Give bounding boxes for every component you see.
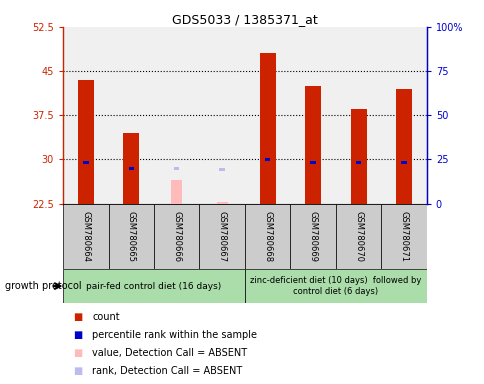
Bar	[63, 269, 244, 303]
Bar	[350, 109, 366, 204]
Bar	[335, 204, 380, 269]
Bar	[77, 80, 93, 204]
Text: ■: ■	[73, 312, 82, 322]
Text: GSM780664: GSM780664	[81, 211, 90, 262]
Bar	[355, 161, 361, 164]
Bar	[310, 161, 315, 164]
Bar	[174, 167, 179, 170]
Text: ■: ■	[73, 330, 82, 340]
Bar	[259, 53, 275, 204]
Text: ■: ■	[73, 348, 82, 358]
Bar	[123, 133, 139, 204]
Text: GSM780671: GSM780671	[399, 211, 408, 262]
Bar	[171, 180, 182, 204]
Bar	[395, 89, 411, 204]
Bar	[244, 204, 290, 269]
Bar	[63, 204, 108, 269]
Bar	[304, 86, 320, 204]
Bar	[264, 158, 270, 161]
Text: zinc-deficient diet (10 days)  followed by
control diet (6 days): zinc-deficient diet (10 days) followed b…	[250, 276, 421, 296]
Bar	[290, 204, 335, 269]
Bar	[199, 204, 244, 269]
Text: value, Detection Call = ABSENT: value, Detection Call = ABSENT	[92, 348, 247, 358]
Text: GSM780665: GSM780665	[126, 211, 136, 262]
Text: growth protocol: growth protocol	[5, 281, 81, 291]
Title: GDS5033 / 1385371_at: GDS5033 / 1385371_at	[172, 13, 317, 26]
Bar	[153, 204, 199, 269]
Text: percentile rank within the sample: percentile rank within the sample	[92, 330, 257, 340]
Text: GSM780669: GSM780669	[308, 211, 317, 262]
Text: rank, Detection Call = ABSENT: rank, Detection Call = ABSENT	[92, 366, 242, 376]
Text: GSM780670: GSM780670	[353, 211, 363, 262]
Bar	[400, 161, 406, 164]
Text: GSM780667: GSM780667	[217, 210, 226, 262]
Text: GSM780668: GSM780668	[263, 210, 272, 262]
Bar	[244, 269, 426, 303]
Bar	[216, 202, 227, 204]
Bar	[128, 167, 134, 170]
Text: ■: ■	[73, 366, 82, 376]
Text: GSM780666: GSM780666	[172, 210, 181, 262]
Bar	[83, 161, 88, 164]
Bar	[380, 204, 426, 269]
Text: count: count	[92, 312, 120, 322]
Bar	[108, 204, 153, 269]
Text: pair-fed control diet (16 days): pair-fed control diet (16 days)	[86, 281, 221, 291]
Bar	[219, 169, 225, 171]
